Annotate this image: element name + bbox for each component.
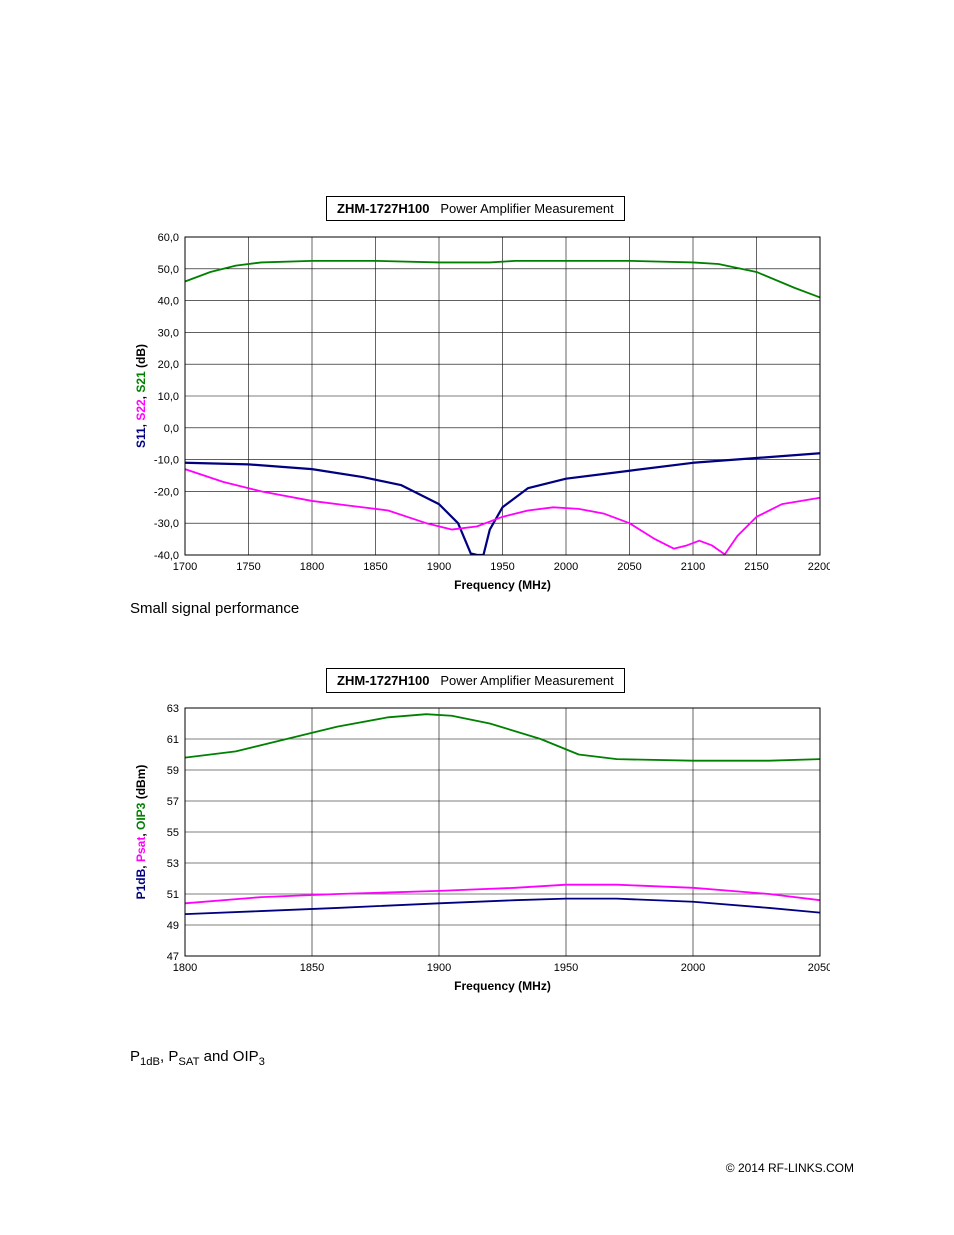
x-tick-label: 2050 <box>808 962 830 974</box>
x-tick-label: 1850 <box>363 561 387 573</box>
y-tick-label: 59 <box>167 765 179 777</box>
y-tick-label: 47 <box>167 951 179 963</box>
chart1-title-prefix: ZHM-1727H100 <box>337 201 430 216</box>
x-tick-label: 1900 <box>427 962 451 974</box>
page: ZHM-1727H100 Power Amplifier Measurement… <box>0 0 954 1235</box>
chart2-title-suffix: Power Amplifier Measurement <box>440 673 613 688</box>
y-tick-label: -20,0 <box>154 486 179 498</box>
y-tick-label: 55 <box>167 827 179 839</box>
y-tick-label: 30,0 <box>158 327 179 339</box>
x-tick-label: 2100 <box>681 561 705 573</box>
y-tick-label: 53 <box>167 858 179 870</box>
y-tick-label: 10,0 <box>158 391 179 403</box>
x-tick-label: 1950 <box>490 561 514 573</box>
chart2: 1800 1850 1900 1950 2000 2050 47 49 51 53 55 57 59 61… <box>130 696 830 996</box>
chart1: 1700 1750 1800 1850 1900 1950 2000 2050 2100 2150… <box>130 225 830 595</box>
chart1-title-suffix: Power Amplifier Measurement <box>440 201 613 216</box>
x-tick-label: 2000 <box>681 962 705 974</box>
x-tick-label: 1800 <box>300 561 324 573</box>
x-tick-label: 2200 <box>808 561 830 573</box>
x-tick-label: 1850 <box>300 962 324 974</box>
y-tick-label: 61 <box>167 734 179 746</box>
caption-p1db-psat-oip3: P1dB, PSAT and OIP3 <box>130 1048 265 1068</box>
y-tick-label: 40,0 <box>158 296 179 308</box>
chart2-title-box: ZHM-1727H100 Power Amplifier Measurement <box>326 668 625 693</box>
y-tick-label: 57 <box>167 796 179 808</box>
y-tick-label: -10,0 <box>154 455 179 467</box>
x-axis-label: Frequency (MHz) <box>454 979 551 993</box>
x-tick-label: 2000 <box>554 561 578 573</box>
x-tick-label: 1700 <box>173 561 197 573</box>
x-tick-label: 2150 <box>744 561 768 573</box>
y-tick-label: 51 <box>167 889 179 901</box>
chart1-title-box: ZHM-1727H100 Power Amplifier Measurement <box>326 196 625 221</box>
x-tick-label: 1900 <box>427 561 451 573</box>
footer-copyright: © 2014 RF-LINKS.COM <box>726 1161 854 1175</box>
x-axis-label: Frequency (MHz) <box>454 578 551 592</box>
y-tick-label: 63 <box>167 703 179 715</box>
y-tick-label: 50,0 <box>158 264 179 276</box>
x-tick-label: 1950 <box>554 962 578 974</box>
y-tick-label: 0,0 <box>164 423 179 435</box>
y-tick-label: 60,0 <box>158 232 179 244</box>
y-axis-label: P1dB, Psat, OIP3 (dBm) <box>134 765 148 900</box>
x-tick-label: 1800 <box>173 962 197 974</box>
y-tick-label: 49 <box>167 920 179 932</box>
y-tick-label: -40,0 <box>154 550 179 562</box>
x-tick-label: 1750 <box>236 561 260 573</box>
caption-small-signal: Small signal performance <box>130 600 299 617</box>
y-tick-label: -30,0 <box>154 518 179 530</box>
chart2-title-prefix: ZHM-1727H100 <box>337 673 430 688</box>
y-axis-label: S11, S22, S21 (dB) <box>134 344 148 448</box>
y-tick-label: 20,0 <box>158 359 179 371</box>
x-tick-label: 2050 <box>617 561 641 573</box>
